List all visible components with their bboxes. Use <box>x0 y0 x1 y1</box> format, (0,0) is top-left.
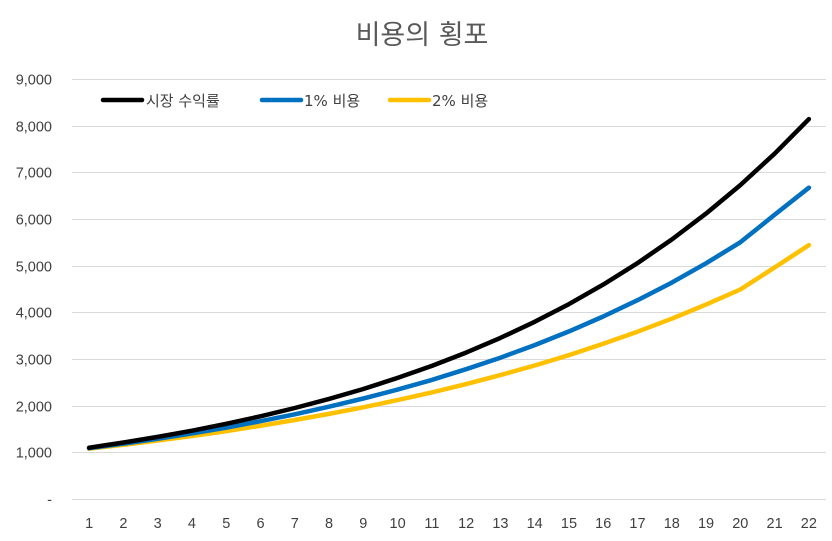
gridlines <box>72 79 826 500</box>
x-tick-label: 9 <box>359 516 367 532</box>
x-tick-label: 5 <box>222 516 230 532</box>
x-tick-label: 12 <box>458 516 474 532</box>
x-tick-label: 17 <box>629 516 645 532</box>
x-tick-label: 7 <box>291 516 299 532</box>
y-tick-label: 7,000 <box>16 166 52 182</box>
x-tick-label: 15 <box>561 516 577 532</box>
series-lines <box>86 116 812 451</box>
x-tick-label: 1 <box>85 516 93 532</box>
legend: 시장 수익률 1% 비용 2% 비용 <box>100 92 488 110</box>
legend-label-2pct-cost: 2% 비용 <box>432 92 488 110</box>
y-tick-label: 6,000 <box>16 213 52 229</box>
x-tick-label: 16 <box>595 516 611 532</box>
x-tick-label: 21 <box>767 516 783 532</box>
x-tick-label: 8 <box>325 516 333 532</box>
x-tick-label: 2 <box>119 516 127 532</box>
y-tick-label: 2,000 <box>16 400 52 416</box>
series-line <box>86 185 812 451</box>
y-tick-label: 3,000 <box>16 353 52 369</box>
chart-title: 비용의 횡포 <box>356 20 489 51</box>
x-tick-label: 18 <box>664 516 680 532</box>
y-tick-label: 8,000 <box>16 120 52 136</box>
x-tick-label: 6 <box>256 516 264 532</box>
x-tick-label: 10 <box>390 516 406 532</box>
x-tick-label: 11 <box>424 516 439 532</box>
series-line <box>86 116 812 450</box>
x-axis-ticks: 1 2 3 4 5 6 7 8 9 10 11 12 13 14 15 16 17 18 19 20 21 22 <box>85 516 817 532</box>
legend-label-1pct-cost: 1% 비용 <box>304 92 360 110</box>
y-tick-label: 5,000 <box>16 260 52 276</box>
x-tick-label: 22 <box>801 516 817 532</box>
y-tick-label: 1,000 <box>16 446 52 462</box>
x-tick-label: 13 <box>492 516 508 532</box>
y-tick-label: 9,000 <box>16 73 52 89</box>
x-tick-label: 19 <box>698 516 714 532</box>
y-tick-label: - <box>47 493 52 509</box>
legend-label-market-return: 시장 수익률 <box>146 92 220 110</box>
series-line <box>86 242 812 451</box>
x-tick-label: 14 <box>527 516 543 532</box>
y-axis-ticks: - 1,000 2,000 3,000 4,000 5,000 6,000 7,000 8,00… <box>16 73 52 509</box>
x-tick-label: 4 <box>188 516 196 532</box>
x-tick-label: 3 <box>154 516 162 532</box>
y-tick-label: 4,000 <box>16 306 52 322</box>
x-tick-label: 20 <box>732 516 748 532</box>
